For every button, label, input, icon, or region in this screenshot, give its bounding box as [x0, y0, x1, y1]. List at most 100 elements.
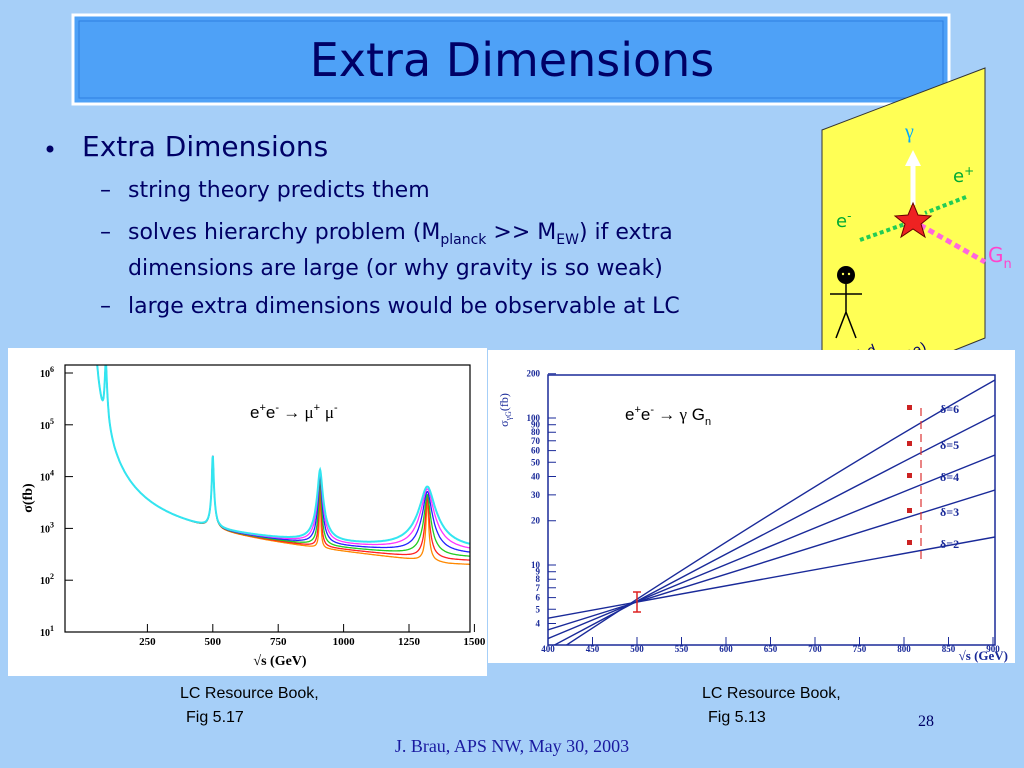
marker [907, 473, 912, 478]
left-axes [64, 364, 471, 633]
dash: – [100, 294, 111, 319]
left-curves [96, 365, 470, 565]
x-tick-label: 800 [897, 644, 911, 654]
curve [548, 489, 995, 631]
delta-label: δ=5 [940, 438, 959, 452]
sub: γG [504, 411, 513, 422]
photon-label: γ [904, 121, 914, 143]
right-ticks: 400 450 500 550 600 650 700 750 800 850 9002001009… [527, 369, 1001, 654]
star [893, 201, 933, 239]
right-y-label: σγG(fb) [497, 393, 513, 427]
bullet-dot [46, 145, 54, 153]
stick-figure [830, 284, 862, 339]
t: μ [325, 403, 334, 422]
x-tick-label: 1500 [463, 636, 486, 648]
curve [548, 536, 995, 619]
x-tick-label: 500 [205, 636, 222, 648]
eye [841, 272, 845, 276]
page-number: 28 [918, 713, 934, 730]
sup: - [334, 402, 338, 414]
x-tick-label: 700 [808, 644, 822, 654]
x-tick-label: 900 [986, 644, 1000, 654]
text: e [836, 211, 847, 232]
error-bar [633, 591, 641, 613]
right-axes [547, 374, 996, 646]
marker [907, 405, 912, 410]
e-plus-track [924, 195, 967, 215]
e-plus-label: e+ [953, 164, 974, 187]
e-minus-label: e- [836, 209, 851, 232]
right-curves [548, 379, 995, 645]
base: 10 [40, 628, 50, 639]
caption: Fig 5.17 [186, 709, 244, 726]
y-tick-label: 8 [536, 574, 541, 584]
sup: - [275, 402, 279, 414]
sub-bullet-cont: dimensions are large (or why gravity is … [128, 256, 663, 281]
y-tick-label: 102 [40, 572, 54, 587]
x-tick-label: 450 [586, 644, 600, 654]
graviton-track [918, 222, 987, 265]
graviton-label: Gn [988, 243, 1012, 272]
x-tick-label: 1250 [398, 636, 421, 648]
y-tick-label: 106 [40, 365, 54, 380]
title-box [71, 13, 951, 106]
base: 10 [40, 576, 50, 587]
x-tick-label: 650 [764, 644, 778, 654]
y-tick-label: 6 [536, 593, 541, 603]
right-plot-bg [488, 350, 1015, 663]
subscript: planck [440, 232, 487, 248]
left-plot-bg [8, 348, 487, 676]
exponent: 2 [50, 572, 54, 581]
caption: Fig 5.13 [708, 709, 766, 726]
superscript: - [847, 209, 851, 223]
e-minus-track [859, 222, 906, 242]
sup: + [259, 402, 265, 414]
text: e [953, 166, 964, 187]
t: e [625, 405, 634, 424]
t: μ [305, 403, 314, 422]
delta-label: δ=4 [940, 470, 959, 484]
exponent: 4 [50, 469, 54, 478]
curve [548, 454, 995, 640]
marker [907, 441, 912, 446]
x-tick-label: 850 [942, 644, 956, 654]
y-tick-label: 9 [536, 567, 541, 577]
delta-label: δ=3 [940, 505, 959, 519]
exponent: 3 [50, 520, 54, 529]
t: → [279, 403, 305, 422]
exponent: 1 [50, 624, 54, 633]
base: 10 [40, 473, 50, 484]
y-tick-label: 70 [531, 436, 541, 446]
sup: + [314, 402, 320, 414]
arrowhead [905, 150, 921, 166]
sub: n [705, 416, 711, 428]
text: G [988, 243, 1004, 267]
t: (fb) [497, 393, 511, 411]
curve [96, 365, 470, 545]
t: e [641, 405, 650, 424]
sub-bullet: solves hierarchy problem (Mplanck >> MEW… [128, 220, 673, 248]
y-tick-label: 100 [527, 413, 541, 423]
t: G [687, 405, 705, 424]
sub-bullet: string theory predicts them [128, 178, 430, 203]
footer: J. Brau, APS NW, May 30, 2003 [395, 736, 629, 756]
y-tick-label: 103 [40, 520, 54, 535]
y-tick-label: 7 [536, 583, 541, 593]
x-tick-label: 750 [853, 644, 867, 654]
marker [907, 508, 912, 513]
subscript: EW [556, 232, 579, 248]
y-tick-label: 105 [40, 417, 54, 432]
x-tick-label: 550 [675, 644, 689, 654]
captions: LC Resource Book, Fig 5.17 LC Resource B… [180, 685, 841, 726]
base: 10 [40, 421, 50, 432]
x-tick-label: 1000 [333, 636, 356, 648]
dash: – [100, 178, 111, 203]
y-tick-label: 40 [531, 471, 541, 481]
sub-bullet: large extra dimensions would be observab… [128, 294, 680, 319]
y-tick-label: 90 [531, 420, 541, 430]
y-tick-label: 5 [536, 604, 541, 614]
y-tick-label: 104 [40, 469, 54, 484]
y-tick-label: 10 [531, 560, 541, 570]
